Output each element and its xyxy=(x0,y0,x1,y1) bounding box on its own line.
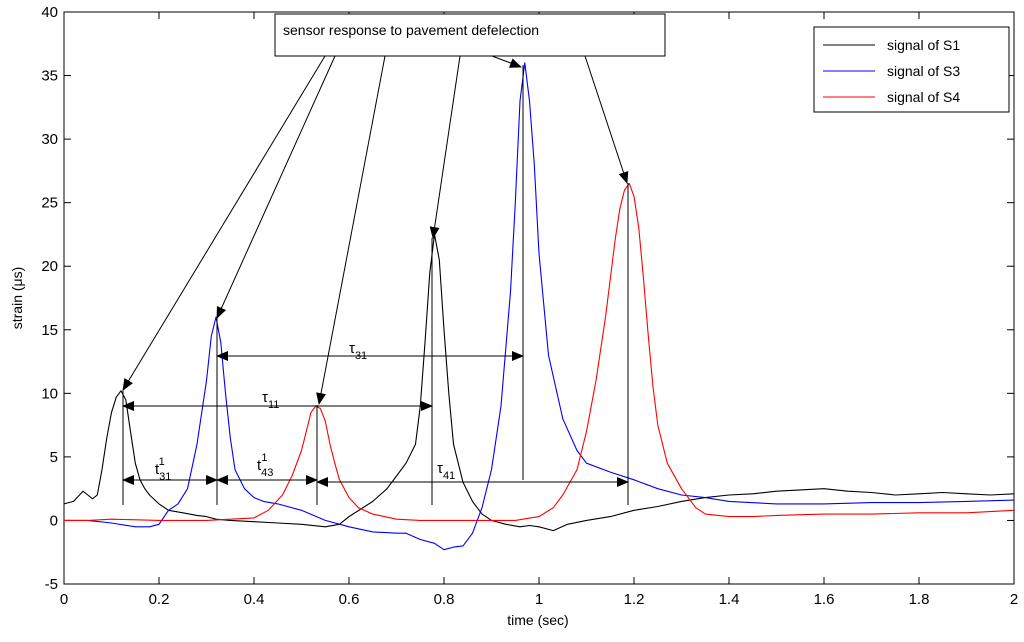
series-line-2 xyxy=(64,62,1015,551)
label-t43: t431 xyxy=(257,452,273,479)
y-tick-label: 0 xyxy=(50,512,58,529)
x-tick-label: 1.6 xyxy=(814,591,835,608)
legend-label-s3: signal of S3 xyxy=(887,63,960,79)
y-axis-label: strain (μs) xyxy=(9,267,25,330)
label-tau41: τ41 xyxy=(437,460,455,482)
x-tick-label: 1 xyxy=(535,591,543,608)
x-tick-label: 0 xyxy=(60,591,68,608)
x-tick-label: 2 xyxy=(1010,591,1018,608)
y-tick-label: 35 xyxy=(41,68,58,85)
x-axis-label: time (sec) xyxy=(507,612,568,628)
callout-arrow xyxy=(491,55,522,68)
label-tau31: τ31 xyxy=(349,340,367,362)
label-t31: t311 xyxy=(155,456,171,483)
y-tick-label: 40 xyxy=(41,4,58,21)
x-tick-label: 1.8 xyxy=(909,591,930,608)
x-tick-label: 0.6 xyxy=(339,591,360,608)
series-line-1 xyxy=(63,233,1015,532)
series-line-3 xyxy=(64,183,1015,521)
callout-arrow xyxy=(122,55,326,391)
legend-label-s1: signal of S1 xyxy=(887,37,960,53)
x-tick-label: 0.8 xyxy=(434,591,455,608)
callout-box: sensor response to pavement defelection xyxy=(274,13,666,57)
callout-text: sensor response to pavement defelection xyxy=(283,22,539,38)
legend-label-s4: signal of S4 xyxy=(887,89,960,105)
label-tau11: τ11 xyxy=(262,389,279,411)
callout-arrow xyxy=(316,55,386,405)
y-tick-label: 30 xyxy=(41,131,58,148)
y-tick-label: 10 xyxy=(41,385,58,402)
y-tick-label: 15 xyxy=(41,322,58,339)
x-tick-label: 0.4 xyxy=(244,591,265,608)
x-tick-label: 1.4 xyxy=(719,591,740,608)
callout-arrow xyxy=(584,55,629,184)
callout-arrow xyxy=(216,55,336,319)
annotation-layer xyxy=(122,55,629,505)
y-tick-label: -5 xyxy=(45,576,58,593)
y-tick-label: 25 xyxy=(41,195,58,212)
x-tick-label: 1.2 xyxy=(624,591,645,608)
series-layer xyxy=(63,62,1015,551)
x-tick-label: 0.2 xyxy=(149,591,170,608)
legend: signal of S1 signal of S3 signal of S4 xyxy=(813,26,1010,113)
y-tick-label: 20 xyxy=(41,258,58,275)
y-tick-label: 5 xyxy=(50,449,58,466)
callout-arrow xyxy=(429,55,461,239)
